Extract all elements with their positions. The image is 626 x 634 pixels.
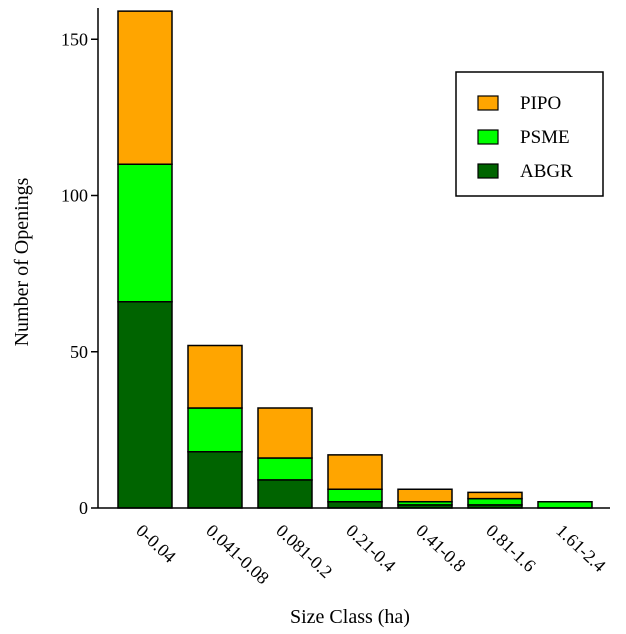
bar-psme-0: [117, 163, 173, 303]
legend-label-pipo: PIPO: [520, 93, 561, 114]
bar-psme-5: [467, 497, 523, 506]
x-tick-label: 1.61-2.4: [552, 520, 610, 576]
bar-abgr-0: [117, 301, 173, 509]
bar-psme-6: [537, 501, 593, 509]
legend-swatch-psme: [477, 129, 499, 145]
bar-psme-1: [187, 407, 243, 453]
bar-pipo-5: [467, 491, 523, 500]
bar-abgr-2: [257, 479, 313, 509]
bar-psme-3: [327, 488, 383, 503]
y-tick-label: 100: [61, 186, 88, 206]
x-tick-label: 0.081-0.2: [272, 520, 336, 582]
legend-label-abgr: ABGR: [520, 161, 573, 182]
y-tick-label: 150: [61, 29, 88, 49]
bar-pipo-2: [257, 407, 313, 459]
y-tick-label: 0: [79, 498, 88, 518]
x-tick-label: 0.21-0.4: [342, 520, 400, 576]
bar-pipo-3: [327, 454, 383, 490]
bar-pipo-1: [187, 344, 243, 409]
legend-swatch-abgr: [477, 163, 499, 179]
bars-group: [117, 10, 593, 509]
legend: PIPO PSME ABGR: [455, 71, 604, 197]
bar-pipo-4: [397, 488, 453, 503]
y-ticks-group: 0 50 100 150: [61, 29, 98, 518]
y-tick-label: 50: [70, 342, 88, 362]
x-tick-label: 0.041-0.08: [202, 520, 273, 588]
bar-abgr-3: [327, 501, 383, 509]
bar-abgr-1: [187, 451, 243, 509]
bar-pipo-0: [117, 10, 173, 165]
legend-label-psme: PSME: [520, 127, 570, 148]
x-tick-labels-group: 0-0.04 0.041-0.08 0.081-0.2 0.21-0.4 0.41-0.…: [132, 520, 610, 588]
x-tick-label: 0.81-1.6: [482, 520, 540, 576]
x-tick-label: 0-0.04: [132, 520, 180, 566]
x-tick-label: 0.41-0.8: [412, 520, 470, 576]
y-axis-title: Number of Openings: [11, 177, 33, 346]
bar-psme-2: [257, 457, 313, 481]
axes-group: [97, 8, 610, 509]
x-axis-title: Size Class (ha): [290, 606, 410, 628]
legend-swatch-pipo: [477, 95, 499, 111]
